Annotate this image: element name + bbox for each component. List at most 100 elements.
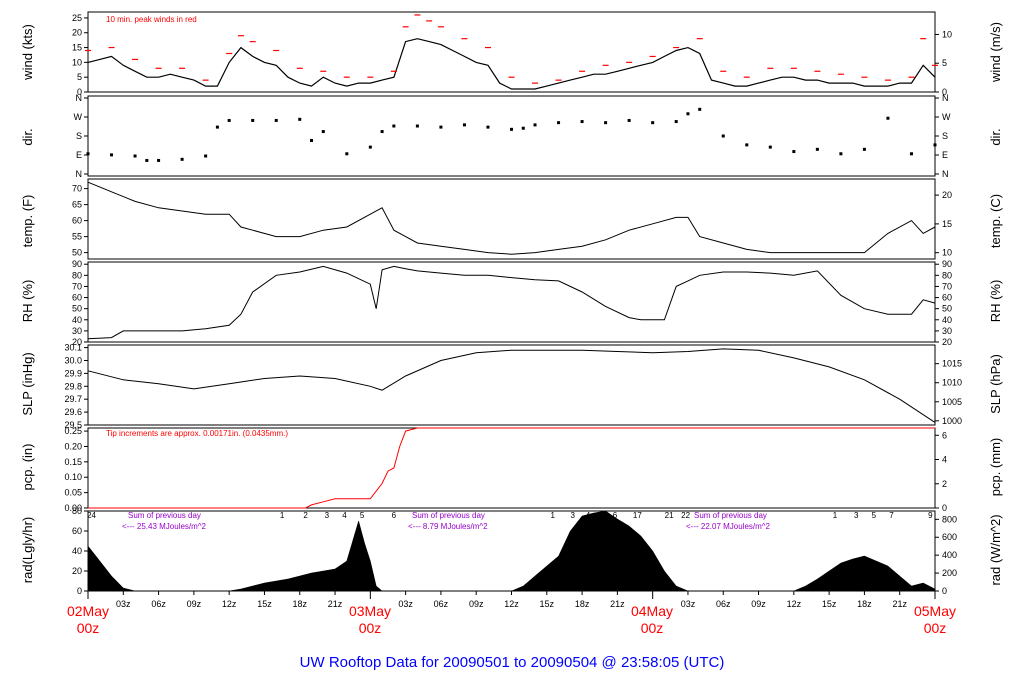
wind-series-line (87, 38, 936, 90)
rad-hour-mark: 9 (928, 511, 933, 520)
date-label-2-day: 03May (349, 603, 391, 619)
dir-point (415, 124, 419, 128)
temp-right-tick-label: 15 (942, 219, 952, 229)
slp-right-label: SLP (hPa) (988, 354, 1003, 414)
x-tick-label: 21z (892, 599, 907, 609)
panel-frame-1 (87, 11, 936, 93)
rh-left-tick-label: 50 (72, 304, 82, 314)
wind-right-tick-label: 0 (942, 87, 947, 97)
rad-left-tick-label: 20 (72, 566, 82, 576)
dir-point (698, 107, 702, 111)
rh-right-tick-label: 60 (942, 293, 952, 303)
pcp-right-tick-label: 6 (942, 430, 947, 440)
dir-left-tick-label: W (74, 112, 83, 122)
pcp-right-tick-label: 0 (942, 503, 947, 513)
wind-left-label: wind (kts) (20, 24, 35, 81)
slp-right-tick-label: 1010 (942, 378, 962, 388)
x-tick-label: 12z (504, 599, 519, 609)
wind-right-tick-label: 10 (942, 29, 952, 39)
dir-point (204, 154, 208, 158)
wind-right-label: wind (m/s) (988, 22, 1003, 83)
rh-right-tick-label: 80 (942, 270, 952, 280)
x-tick-label: 15z (822, 599, 837, 609)
dir-point (321, 130, 325, 134)
rad-hour-mark: 22 (681, 511, 690, 520)
dir-point (745, 143, 749, 147)
wind-left-tick-label: 5 (77, 72, 82, 82)
slp-left-tick-label: 29.5 (64, 420, 82, 430)
dir-point (768, 145, 772, 149)
x-tick-label: 15z (257, 599, 272, 609)
slp-left-tick-label: 30.1 (64, 343, 82, 353)
pcp-left-tick-label: 0.15 (64, 457, 82, 467)
rad-sum-2-line1: Sum of previous day (412, 511, 485, 520)
rad-sum-3-line2: <--- 22.07 MJoules/m^2 (686, 522, 771, 531)
rad-right-tick-label: 0 (942, 586, 947, 596)
dir-point (392, 124, 396, 128)
panel-frame-3 (87, 178, 936, 260)
dir-point (521, 126, 525, 130)
rh-left-tick-label: 70 (72, 281, 82, 291)
dir-point (298, 117, 302, 121)
x-tick-label: 09z (469, 599, 484, 609)
rad-left-tick-label: 40 (72, 546, 82, 556)
dir-point (133, 154, 137, 158)
pcp-left-label: pcp. (in) (20, 444, 35, 491)
axis-labels: wind (kts) wind (m/s) dir. dir. temp. (F… (20, 15, 1003, 671)
rad-hour-mark: 3 (854, 511, 859, 520)
slp-left-tick-label: 29.6 (64, 407, 82, 417)
x-tick-label: 06z (434, 599, 449, 609)
rh-right-tick-label: 40 (942, 315, 952, 325)
dir-right-tick-label: N (942, 93, 949, 103)
date-label-4-day: 05May (914, 603, 956, 619)
date-label-4-hour: 00z (924, 620, 947, 636)
pcp-left-tick-label: 0.10 (64, 472, 82, 482)
chart-marks (85, 14, 938, 592)
dir-point (86, 152, 90, 156)
dir-left-tick-label: E (76, 150, 82, 160)
dir-right-label: dir. (988, 128, 1003, 145)
date-label-3-hour: 00z (641, 620, 664, 636)
dir-point (380, 130, 384, 134)
pcp-tip-note: Tip increments are approx. 0.00171in. (0… (106, 429, 288, 438)
rad-hour-mark: 21 (665, 511, 674, 520)
x-tick-label: 06z (151, 599, 166, 609)
dir-right-tick-label: S (942, 131, 948, 141)
dir-right-tick-label: E (942, 150, 948, 160)
rad-hour-mark: 5 (360, 511, 365, 520)
panel-frame-6 (87, 427, 936, 509)
rad-sum-3-line1: Sum of previous day (694, 511, 767, 520)
wind-left-tick-label: 0 (77, 87, 82, 97)
pcp-series-line (88, 427, 935, 509)
rh-left-tick-label: 20 (72, 337, 82, 347)
x-tick-label: 12z (787, 599, 802, 609)
slp-left-tick-label: 29.9 (64, 368, 82, 378)
dir-point (227, 118, 231, 122)
wind-left-tick-label: 20 (72, 28, 82, 38)
pcp-right-tick-label: 4 (942, 455, 947, 465)
wind-left-tick-label: 10 (72, 57, 82, 67)
dir-left-tick-label: N (76, 169, 83, 179)
panel-frame-7 (87, 510, 936, 592)
temp-left-tick-label: 70 (72, 184, 82, 194)
slp-right-tick-label: 1015 (942, 359, 962, 369)
rad-right-tick-label: 800 (942, 514, 957, 524)
rad-hour-mark: 2 (303, 511, 308, 520)
wind-right-tick-label: 5 (942, 58, 947, 68)
dir-point (462, 123, 466, 127)
pcp-left-tick-label: 0.20 (64, 441, 82, 451)
panel-frame-2 (87, 95, 936, 177)
rh-series-line (87, 265, 936, 340)
dir-point (580, 120, 584, 124)
temp-right-tick-label: 20 (942, 190, 952, 200)
dir-right-tick-label: N (942, 169, 949, 179)
dir-point (686, 112, 690, 116)
temp-left-label: temp. (F) (20, 195, 35, 248)
dir-point (627, 118, 631, 122)
pcp-left-tick-label: 0.25 (64, 426, 82, 436)
rad-right-tick-label: 400 (942, 550, 957, 560)
pcp-right-tick-label: 2 (942, 479, 947, 489)
rad-left-tick-label: 60 (72, 526, 82, 536)
x-tick-label: 03z (116, 599, 131, 609)
rad-sum-1-line1: Sum of previous day (128, 511, 201, 520)
